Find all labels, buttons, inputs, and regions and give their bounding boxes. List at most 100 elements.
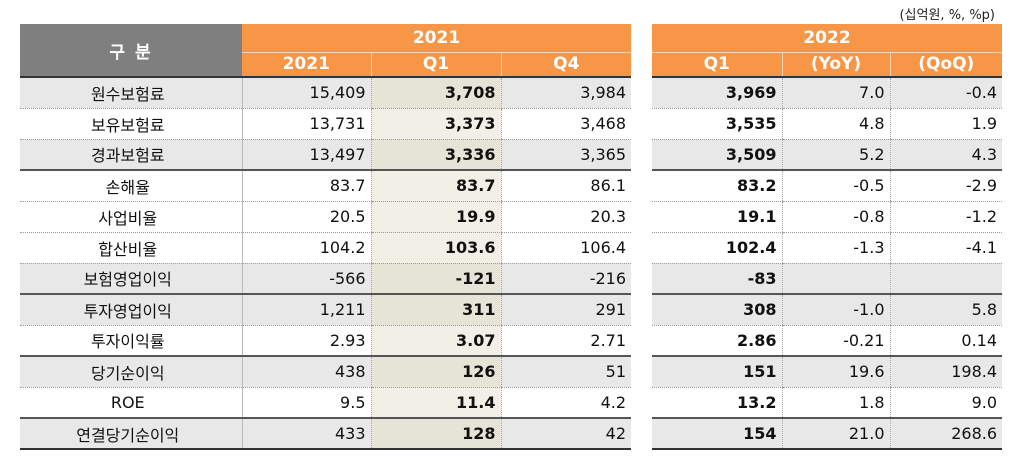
- cell-2021-q1: 3,373: [370, 108, 501, 140]
- table-2022: 2022 Q1 (YoY) (QoQ) 3,969 7.0 -0.4 3,535 4.8…: [652, 24, 1003, 450]
- cell-2021-q4: 20.3: [500, 201, 632, 233]
- table-row: 13.2 1.8 9.0: [652, 387, 1003, 419]
- cell-2021: 83.7: [241, 170, 371, 202]
- cell-yoy: -0.8: [781, 201, 890, 233]
- cell-2021-q4: 291: [500, 294, 632, 326]
- cell-2021-q1: 83.7: [370, 170, 501, 202]
- cell-2022-q1: -83: [652, 263, 782, 295]
- cell-2022-q1: 13.2: [652, 387, 782, 419]
- cell-qoq: -2.9: [889, 170, 1003, 202]
- cell-2021-q1: 3,336: [370, 139, 501, 171]
- row-label: 연결당기순이익: [20, 418, 242, 450]
- row-label: 사업비율: [20, 201, 242, 233]
- cell-2021-q1: 126: [370, 356, 501, 388]
- group-header-2022: 2022: [652, 24, 1003, 53]
- row-label: 손해율: [20, 170, 242, 202]
- cell-2022-q1: 83.2: [652, 170, 782, 202]
- table-row: -83: [652, 263, 1003, 295]
- cell-2021: -566: [241, 263, 371, 295]
- cell-2021-q4: 3,984: [500, 77, 632, 109]
- cell-2021: 13,497: [241, 139, 371, 171]
- cell-yoy: -0.21: [781, 325, 890, 357]
- cell-2022-q1: 308: [652, 294, 782, 326]
- table-row: 투자이익률 2.93 3.07 2.71: [20, 325, 632, 357]
- cell-yoy: -1.3: [781, 232, 890, 264]
- cell-2021-q4: 51: [500, 356, 632, 388]
- cell-yoy: 1.8: [781, 387, 890, 419]
- cell-2022-q1: 151: [652, 356, 782, 388]
- cell-qoq: 4.3: [889, 139, 1003, 171]
- cell-2022-q1: 19.1: [652, 201, 782, 233]
- table-row: ROE 9.5 11.4 4.2: [20, 387, 632, 419]
- table-row: 보유보험료 13,731 3,373 3,468: [20, 108, 632, 140]
- cell-2021: 9.5: [241, 387, 371, 419]
- row-label: 합산비율: [20, 232, 242, 264]
- cell-2021: 104.2: [241, 232, 371, 264]
- table-row: 19.1 -0.8 -1.2: [652, 201, 1003, 233]
- cell-qoq: 198.4: [889, 356, 1003, 388]
- cell-yoy: 7.0: [781, 77, 890, 109]
- table-row: 3,535 4.8 1.9: [652, 108, 1003, 140]
- cell-2021-q1: 3.07: [370, 325, 501, 357]
- cell-qoq: 1.9: [889, 108, 1003, 140]
- col-header-yoy: (YoY): [781, 52, 890, 78]
- group-header-2021: 2021: [242, 24, 632, 53]
- cell-qoq: 0.14: [889, 325, 1003, 357]
- cell-2021-q1: 311: [370, 294, 501, 326]
- cell-2021-q1: 103.6: [370, 232, 501, 264]
- cell-2021: 438: [241, 356, 371, 388]
- table-row: 308 -1.0 5.8: [652, 294, 1003, 326]
- cell-2022-q1: 102.4: [652, 232, 782, 264]
- table-row: 보험영업이익 -566 -121 -216: [20, 263, 632, 295]
- col-header-2022-q1: Q1: [652, 52, 782, 78]
- cell-2021: 13,731: [241, 108, 371, 140]
- cell-qoq: -0.4: [889, 77, 1003, 109]
- cell-qoq: -1.2: [889, 201, 1003, 233]
- table-row: 합산비율 104.2 103.6 106.4: [20, 232, 632, 264]
- row-label: 보유보험료: [20, 108, 242, 140]
- cell-2021-q4: 4.2: [500, 387, 632, 419]
- cell-2022-q1: 2.86: [652, 325, 782, 357]
- cell-yoy: -1.0: [781, 294, 890, 326]
- row-label: 당기순이익: [20, 356, 242, 388]
- cell-yoy: 4.8: [781, 108, 890, 140]
- cell-yoy: -0.5: [781, 170, 890, 202]
- table-2021: 구 분 2021 2021 Q1 Q4 원수보험료 15,409 3,708 3,98…: [20, 24, 632, 450]
- cell-2021-q1: 128: [370, 418, 501, 450]
- cell-2021-q4: 2.71: [500, 325, 632, 357]
- table-row: 2.86 -0.21 0.14: [652, 325, 1003, 357]
- cell-2022-q1: 3,969: [652, 77, 782, 109]
- col-header-2021: 2021: [242, 52, 371, 78]
- cell-2021: 20.5: [241, 201, 371, 233]
- col-header-q1: Q1: [370, 52, 501, 78]
- table-row: 151 19.6 198.4: [652, 356, 1003, 388]
- cell-2021-q4: 3,365: [500, 139, 632, 171]
- cell-qoq: [889, 263, 1003, 295]
- cell-2021-q4: 86.1: [500, 170, 632, 202]
- row-label: 보험영업이익: [20, 263, 242, 295]
- cell-yoy: [781, 263, 890, 295]
- cell-yoy: 19.6: [781, 356, 890, 388]
- cell-2021-q1: 3,708: [370, 77, 501, 109]
- cell-yoy: 5.2: [781, 139, 890, 171]
- cell-2021-q4: 42: [500, 418, 632, 450]
- table-row: 손해율 83.7 83.7 86.1: [20, 170, 632, 202]
- cell-2021-q4: 106.4: [500, 232, 632, 264]
- cell-2021-q1: 11.4: [370, 387, 501, 419]
- cell-2021: 15,409: [241, 77, 371, 109]
- table-row: 원수보험료 15,409 3,708 3,984: [20, 77, 632, 109]
- row-label: 경과보험료: [20, 139, 242, 171]
- table-row: 3,969 7.0 -0.4: [652, 77, 1003, 109]
- cell-2021-q1: -121: [370, 263, 501, 295]
- row-label: 투자이익률: [20, 325, 242, 357]
- cell-2022-q1: 3,509: [652, 139, 782, 171]
- cell-2022-q1: 154: [652, 418, 782, 450]
- cell-2021: 433: [241, 418, 371, 450]
- cell-qoq: -4.1: [889, 232, 1003, 264]
- cell-qoq: 9.0: [889, 387, 1003, 419]
- table-row: 당기순이익 438 126 51: [20, 356, 632, 388]
- table-row: 연결당기순이익 433 128 42: [20, 418, 632, 450]
- table-row: 투자영업이익 1,211 311 291: [20, 294, 632, 326]
- table-row: 사업비율 20.5 19.9 20.3: [20, 201, 632, 233]
- table-row: 3,509 5.2 4.3: [652, 139, 1003, 171]
